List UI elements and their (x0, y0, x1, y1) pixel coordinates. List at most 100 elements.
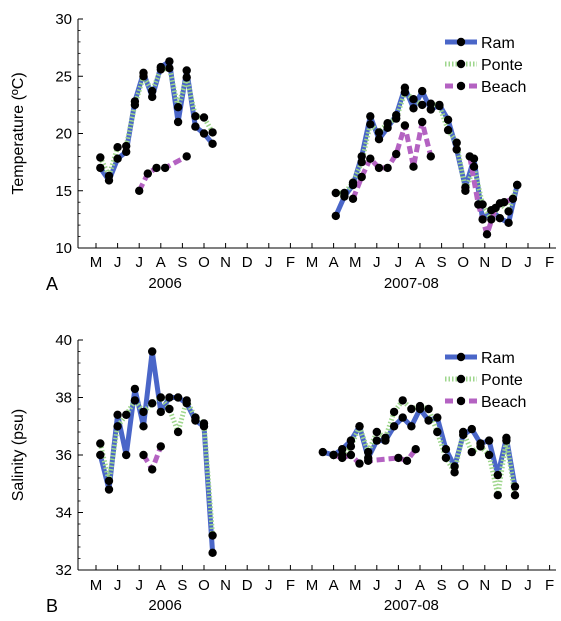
data-point-ponte (346, 442, 356, 451)
data-point-ram (441, 445, 451, 454)
data-point-ponte (484, 450, 494, 460)
data-point-ram (130, 384, 140, 394)
data-point-ponte (199, 419, 209, 428)
data-point-ponte (331, 188, 340, 198)
data-point-ponte (113, 422, 122, 431)
data-point-beach (465, 152, 474, 161)
data-point-ponte (348, 178, 358, 187)
x-tick-label-month: N (220, 577, 231, 594)
legend-label-beach: Beach (481, 79, 526, 96)
x-tick-label-month: M (306, 254, 319, 271)
x-tick-label-month: A (415, 254, 425, 271)
data-point-ram (418, 86, 427, 96)
data-point-beach (143, 169, 152, 178)
legend-label-ponte: Ponte (481, 57, 523, 74)
series-line-ram (97, 349, 216, 553)
data-point-beach (383, 163, 392, 173)
data-point-ram (104, 485, 114, 494)
data-point-ponte (433, 427, 442, 437)
year-label: 2006 (148, 597, 181, 614)
data-point-beach (364, 456, 373, 465)
x-tick-label-month: J (524, 254, 532, 271)
x-tick-label-month: M (306, 577, 319, 594)
x-tick-label-month: O (457, 577, 469, 594)
data-point-ponte (156, 393, 165, 402)
panel-letter: A (46, 274, 58, 294)
y-tick-label: 30 (55, 11, 72, 28)
data-point-ponte (407, 404, 416, 414)
data-point-ram (504, 218, 513, 227)
data-point-ponte (182, 396, 191, 405)
data-point-ponte (191, 112, 200, 121)
y-tick-label: 20 (55, 126, 72, 143)
data-point-ram (148, 347, 157, 356)
data-point-ram (165, 393, 174, 402)
legend-marker-ram (456, 352, 466, 362)
data-point-ram (484, 436, 494, 445)
data-point-ram (452, 145, 461, 154)
data-point-ram (426, 105, 435, 114)
data-point-ponte (418, 100, 427, 110)
legend-marker-ponte (456, 374, 466, 384)
legend-marker-ram (456, 37, 466, 47)
data-point-ram (443, 115, 453, 125)
data-point-beach (508, 194, 518, 203)
data-point-ponte (392, 114, 401, 123)
x-tick-label-month: N (220, 254, 231, 271)
data-point-beach (402, 456, 412, 465)
data-point-ram (182, 66, 191, 75)
y-tick-label: 34 (55, 505, 72, 522)
x-tick-label-month: S (437, 254, 447, 271)
data-point-ram (478, 215, 487, 224)
data-point-ram (338, 445, 347, 454)
x-tick-label-month: D (501, 254, 512, 271)
x-tick-label-month: A (156, 254, 166, 271)
data-point-beach (491, 203, 500, 213)
data-point-beach (374, 163, 384, 173)
data-point-ponte (122, 410, 131, 419)
y-tick-label: 10 (55, 240, 72, 257)
data-point-ram (433, 413, 442, 422)
y-tick-label: 25 (55, 68, 72, 85)
data-point-ponte (493, 491, 502, 500)
data-point-ponte (156, 65, 165, 74)
data-point-beach (156, 442, 165, 451)
x-tick-label-month: J (373, 577, 381, 594)
x-tick-label-month: S (177, 254, 187, 271)
data-point-beach (366, 154, 375, 163)
data-point-ponte (122, 141, 131, 151)
data-point-ram (173, 117, 183, 127)
data-point-ponte (96, 439, 105, 448)
data-point-ponte (389, 407, 399, 417)
data-point-ponte (443, 125, 453, 135)
data-point-ponte (130, 396, 140, 405)
data-point-ponte (173, 103, 183, 112)
data-point-ponte (398, 396, 407, 405)
legend-label-beach: Beach (481, 394, 526, 411)
x-tick-label-month: J (265, 254, 273, 271)
y-tick-label: 36 (55, 447, 72, 464)
data-point-ram (389, 422, 399, 431)
x-tick-label-month: M (90, 577, 103, 594)
data-point-ram (139, 422, 148, 431)
data-point-beach (139, 450, 148, 460)
data-point-ponte (96, 153, 105, 162)
x-tick-label-month: M (349, 577, 362, 594)
panel-letter: B (46, 596, 58, 616)
data-point-ram (510, 482, 520, 491)
data-point-ram (495, 214, 505, 223)
data-point-ponte (424, 404, 433, 414)
data-point-beach (135, 186, 144, 195)
x-tick-label-month: F (545, 254, 554, 271)
data-point-beach (329, 450, 338, 460)
data-point-ram (467, 424, 476, 434)
data-point-ponte (381, 433, 390, 442)
x-tick-label-month: F (286, 254, 295, 271)
data-point-ponte (208, 128, 217, 137)
data-point-beach (482, 230, 492, 239)
data-point-ponte (476, 442, 485, 451)
data-point-ram (372, 436, 381, 445)
data-point-ponte (513, 180, 522, 190)
